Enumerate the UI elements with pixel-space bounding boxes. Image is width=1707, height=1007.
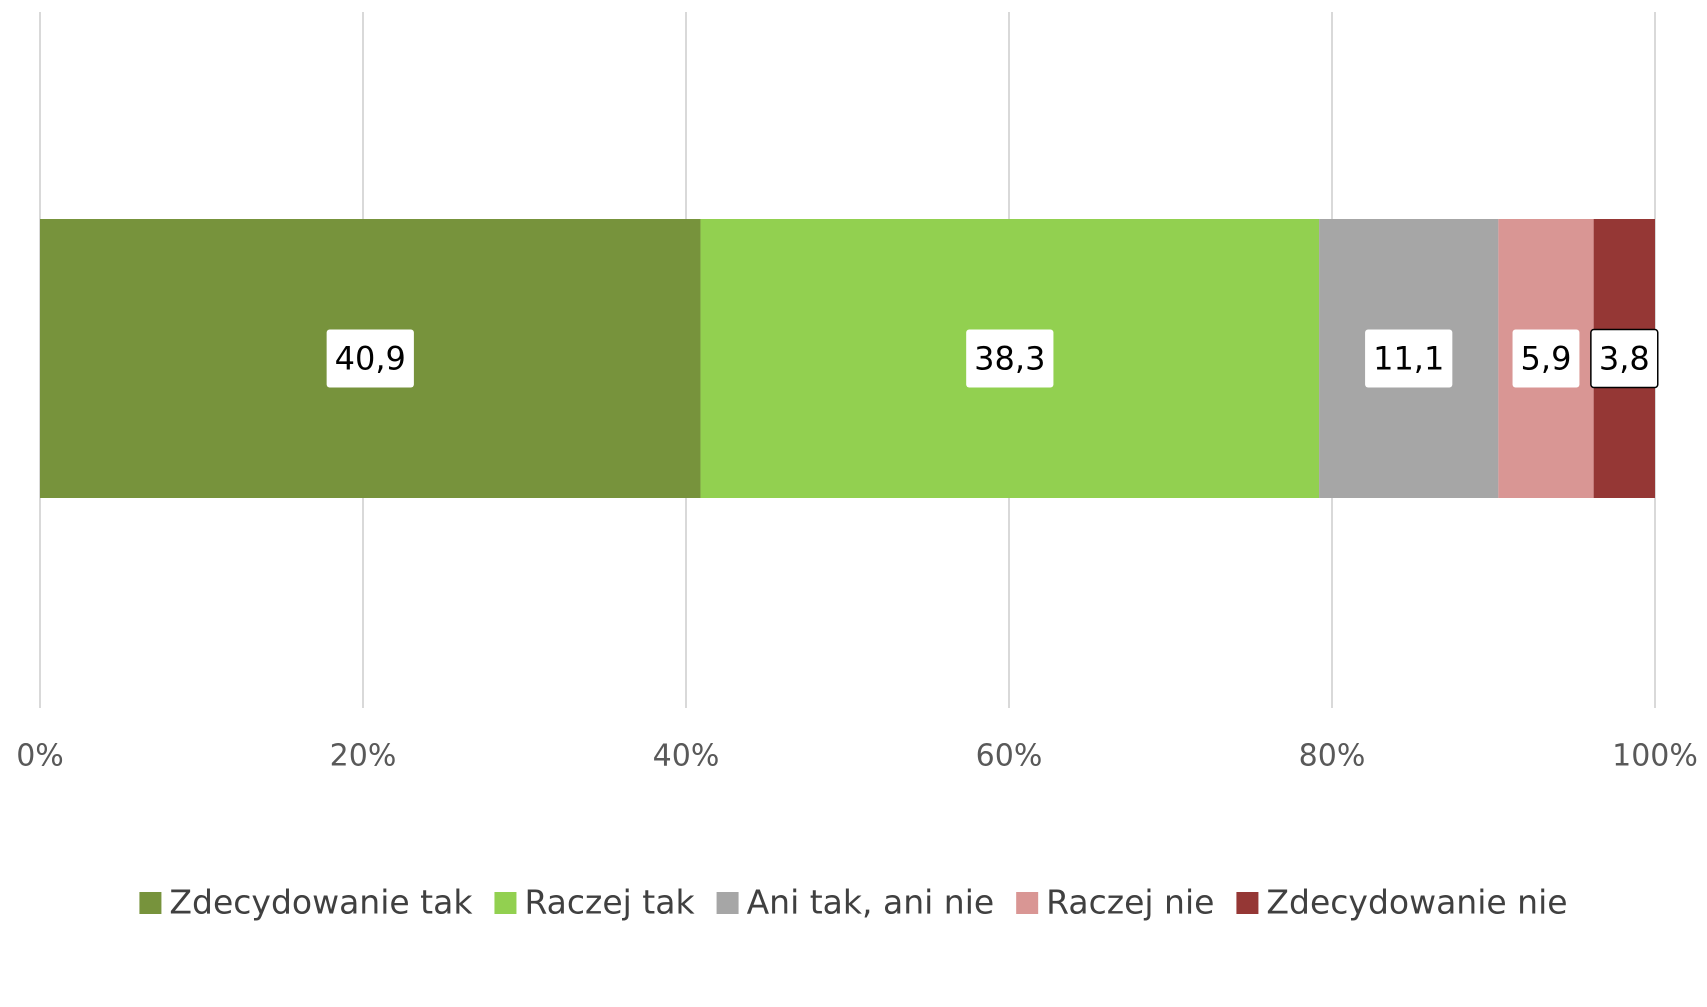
- data-label: 3,8: [1599, 340, 1650, 378]
- x-tick-label: 100%: [1612, 739, 1698, 774]
- data-label: 11,1: [1373, 340, 1444, 378]
- legend-swatch: [1016, 892, 1039, 914]
- legend-label: Raczej tak: [524, 883, 695, 922]
- x-tick-label: 20%: [330, 739, 397, 774]
- legend-label: Ani tak, ani nie: [747, 883, 995, 922]
- data-label-box: [1590, 328, 1659, 389]
- legend-label: Zdecydowanie tak: [169, 883, 473, 922]
- data-label: 40,9: [335, 340, 406, 378]
- legend-swatch: [494, 892, 517, 914]
- data-label: 5,9: [1521, 340, 1572, 378]
- data-label-box: [1512, 329, 1580, 388]
- data-label-box: [326, 329, 414, 388]
- legend-swatch: [139, 892, 162, 914]
- data-label-box: [1365, 329, 1453, 388]
- legend-label: Raczej nie: [1046, 883, 1214, 922]
- data-label: 38,3: [974, 340, 1045, 378]
- legend-swatch: [716, 892, 739, 914]
- legend-swatch: [1236, 892, 1259, 914]
- data-label-box: [966, 329, 1054, 388]
- x-tick-label: 40%: [653, 739, 720, 774]
- x-tick-label: 0%: [16, 739, 64, 774]
- x-tick-label: 80%: [1299, 739, 1366, 774]
- legend-label: Zdecydowanie nie: [1266, 883, 1567, 922]
- x-tick-label: 60%: [976, 739, 1043, 774]
